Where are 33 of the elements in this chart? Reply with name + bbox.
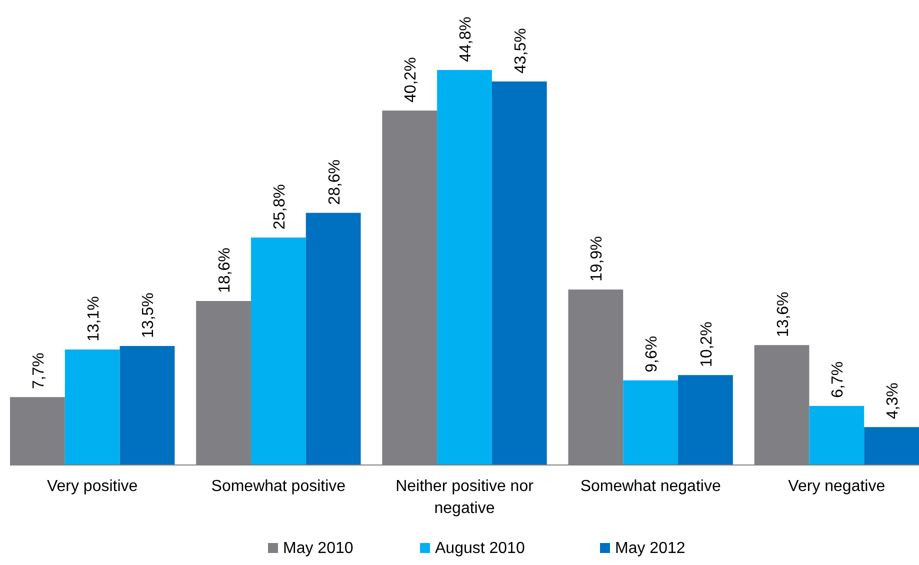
- data-label: 13,6%: [774, 292, 792, 338]
- x-tick-label: Neither positive nor negative: [396, 478, 534, 517]
- legend-label: May 2010: [283, 540, 354, 557]
- data-label: 18,6%: [216, 248, 234, 294]
- data-label: 43,5%: [512, 28, 530, 74]
- bar: [623, 380, 678, 465]
- bar: [678, 375, 733, 465]
- bar: [437, 70, 492, 465]
- x-tick-label: Very positive: [46, 478, 138, 495]
- bar: [64, 350, 120, 465]
- bar: [492, 81, 547, 465]
- bar: [250, 238, 306, 465]
- data-label: 40,2%: [402, 57, 420, 103]
- data-label: 44,8%: [458, 16, 474, 62]
- legend-label: August 2010: [435, 540, 525, 557]
- bar: [809, 406, 864, 465]
- x-tick-label: Somewhat negative: [580, 478, 721, 495]
- data-label: 4,3%: [884, 382, 902, 420]
- data-label: 10,2%: [698, 322, 716, 368]
- data-label: 6,7%: [830, 361, 847, 398]
- legend-label: May 2012: [615, 540, 686, 557]
- x-tick-label: Somewhat positive: [211, 478, 346, 495]
- x-tick-label: Very negative: [788, 478, 886, 495]
- data-label: 28,6%: [326, 159, 344, 205]
- data-label: 19,9%: [588, 236, 606, 282]
- data-label: 13,5%: [140, 292, 158, 338]
- bar: [864, 427, 919, 465]
- data-label: 7,7%: [30, 352, 48, 390]
- bar: [120, 346, 175, 465]
- data-label: 13,1%: [85, 296, 102, 342]
- data-label: 9,6%: [644, 336, 661, 372]
- bar: [306, 212, 361, 465]
- data-label: 25,8%: [271, 184, 288, 230]
